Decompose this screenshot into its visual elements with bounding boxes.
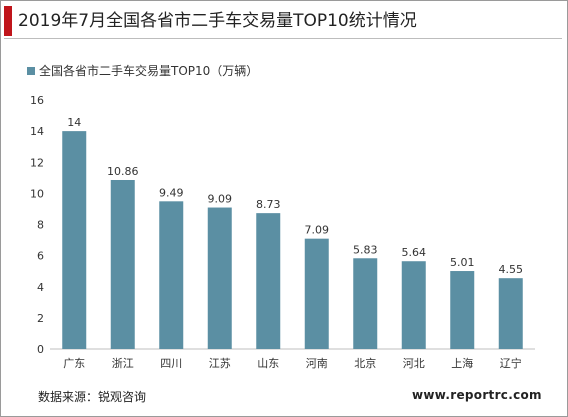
bar	[256, 213, 281, 349]
bar	[401, 261, 426, 349]
bar	[498, 278, 523, 349]
bar	[450, 271, 475, 349]
data-label: 5.01	[450, 256, 475, 269]
bar	[110, 179, 135, 349]
y-tick-label: 6	[37, 250, 44, 263]
y-tick-label: 4	[37, 281, 44, 294]
x-tick-label: 河南	[306, 357, 328, 370]
data-label: 4.55	[499, 263, 524, 276]
y-tick-label: 14	[30, 125, 44, 138]
bar	[304, 238, 329, 349]
y-tick-label: 10	[30, 187, 44, 200]
chart-legend: 全国各省市二手车交易量TOP10（万辆）	[27, 62, 258, 79]
x-tick-label: 四川	[160, 357, 182, 370]
data-label: 8.73	[256, 198, 281, 211]
website-url: www.reportrc.com	[412, 388, 542, 402]
data-label: 10.86	[107, 165, 139, 178]
title-divider	[4, 38, 562, 39]
title-accent-bar	[4, 6, 12, 36]
page-title: 2019年7月全国各省市二手车交易量TOP10统计情况	[18, 11, 417, 31]
bar	[62, 131, 87, 349]
bar	[207, 207, 232, 349]
x-tick-label: 山东	[257, 357, 279, 370]
data-label: 5.64	[402, 246, 427, 259]
data-source: 数据来源：锐观咨询	[38, 390, 147, 404]
x-tick-label: 河北	[403, 357, 425, 370]
data-label: 5.83	[353, 243, 378, 256]
x-tick-label: 上海	[451, 356, 473, 370]
bar	[159, 201, 184, 349]
data-label: 7.09	[305, 224, 330, 237]
data-label: 9.49	[159, 186, 184, 199]
y-tick-label: 0	[37, 343, 44, 356]
data-label: 9.09	[208, 193, 233, 206]
x-tick-label: 江苏	[209, 357, 231, 370]
y-tick-label: 16	[30, 94, 44, 107]
x-tick-label: 广东	[63, 357, 85, 370]
data-label: 14	[67, 116, 81, 129]
x-tick-label: 北京	[354, 356, 376, 370]
y-tick-label: 12	[30, 156, 44, 169]
bar	[353, 258, 378, 349]
x-tick-label: 浙江	[112, 357, 134, 370]
legend-swatch	[27, 66, 35, 75]
x-tick-label: 辽宁	[500, 356, 522, 370]
y-tick-label: 2	[37, 312, 44, 325]
legend-label: 全国各省市二手车交易量TOP10（万辆）	[39, 64, 259, 78]
y-tick-label: 8	[37, 219, 44, 232]
